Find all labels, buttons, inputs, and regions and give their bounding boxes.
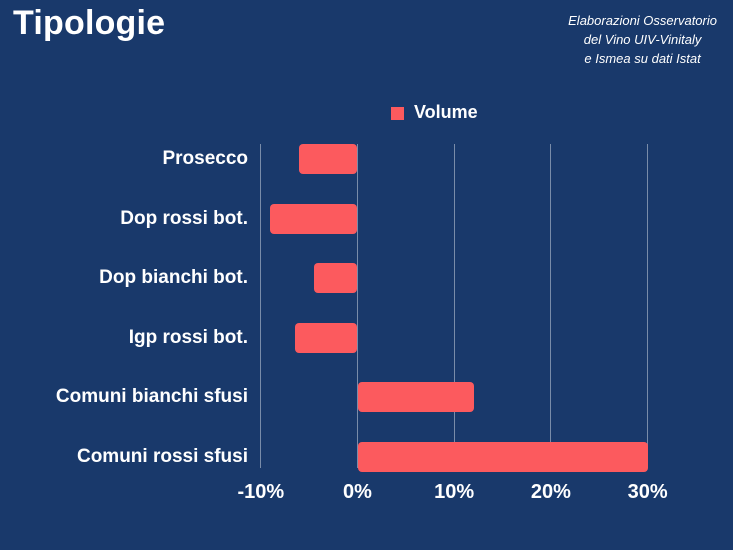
- x-tick-label-20: 20%: [530, 481, 571, 503]
- page-title: Tipologie: [13, 4, 166, 42]
- attribution-line: del Vino UIV-Vinitaly: [583, 32, 702, 47]
- category-label-igp-rossi-bot: Igp rossi bot.: [128, 326, 248, 348]
- gridline-20: [550, 144, 552, 468]
- bar-comuni-rossi-sfusi: [357, 441, 648, 472]
- gridline--10: [260, 144, 262, 468]
- gridline-30: [647, 144, 649, 468]
- bar-dop-bianchi-bot: [313, 263, 358, 293]
- gridline-10: [453, 144, 455, 468]
- gridline-0: [357, 144, 358, 468]
- category-label-comuni-rossi-sfusi: Comuni rossi sfusi: [76, 445, 248, 467]
- x-tick-label-0: 0%: [343, 481, 372, 503]
- bar-comuni-bianchi-sfusi: [357, 382, 474, 412]
- category-label-dop-rossi-bot: Dop rossi bot.: [120, 207, 248, 229]
- attribution-line: e Ismea su dati Istat: [584, 51, 701, 66]
- category-label-dop-bianchi-bot: Dop bianchi bot.: [99, 267, 248, 288]
- x-tick-label-10: 10%: [434, 481, 475, 503]
- legend: Volume: [391, 102, 478, 123]
- bar-prosecco: [299, 144, 358, 174]
- category-label-comuni-bianchi-sfusi: Comuni bianchi sfusi: [55, 386, 248, 407]
- x-tick-label--10: -10%: [237, 481, 285, 503]
- bar-igp-rossi-bot: [294, 322, 358, 353]
- legend-label-volume: Volume: [414, 102, 478, 122]
- x-tick-label-30: 30%: [627, 481, 668, 503]
- attribution-line: Elaborazioni Osservatorio: [568, 13, 717, 28]
- bar-dop-rossi-bot: [270, 203, 358, 234]
- category-label-prosecco: Prosecco: [162, 148, 248, 169]
- attribution: Elaborazioni Osservatorio del Vino UIV-V…: [568, 11, 717, 68]
- legend-swatch-volume: [391, 107, 404, 120]
